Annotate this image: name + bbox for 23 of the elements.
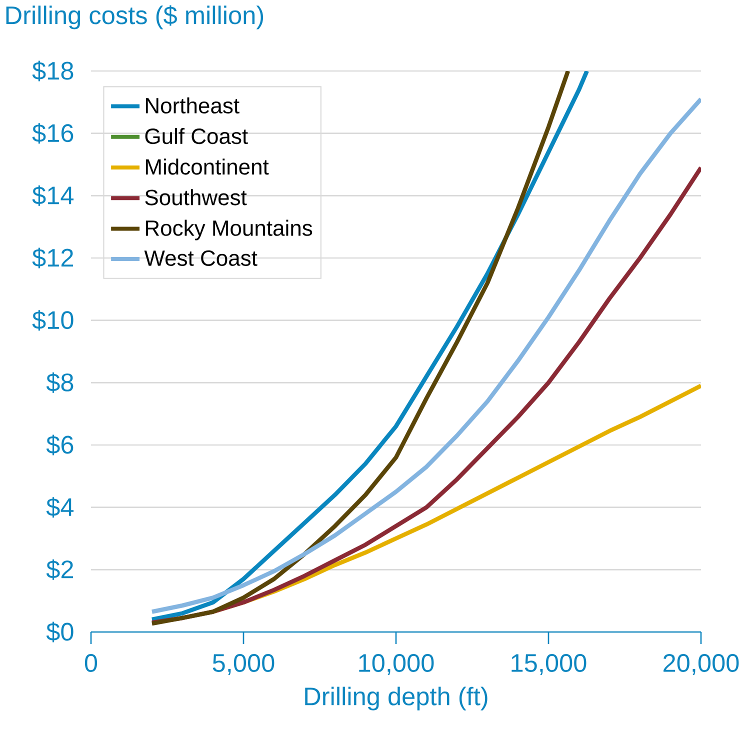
y-tick-label: $8 xyxy=(46,372,74,393)
x-tick-label: 5,000 xyxy=(212,654,274,675)
y-tick-label: $14 xyxy=(32,185,74,206)
legend-label: Northeast xyxy=(146,97,240,114)
y-tick-label: $4 xyxy=(46,497,74,518)
legend-label: Gulf Coast xyxy=(145,128,248,144)
y-tick-label: $10 xyxy=(32,310,74,331)
y-tick-label: $16 xyxy=(32,123,74,144)
y-tick-label: $18 xyxy=(32,60,74,82)
x-tick-label: 0 xyxy=(84,654,98,672)
x-tick-label: 10,000 xyxy=(359,654,434,675)
legend-label: West Coast xyxy=(144,250,258,266)
y-axis-title: Drilling costs ($ million) xyxy=(6,5,264,30)
y-tick-label: $0 xyxy=(46,622,74,642)
y-tick-label: $12 xyxy=(32,248,74,268)
x-tick-label: 20,000 xyxy=(664,654,739,675)
y-tick-label: $6 xyxy=(46,434,74,456)
x-tick-label: 15,000 xyxy=(512,654,586,675)
legend-label: Southwest xyxy=(145,189,247,206)
x-axis-title: Drilling depth (ft) xyxy=(305,686,488,710)
y-tick-label: $2 xyxy=(46,559,74,580)
legend-label: Midcontinent xyxy=(146,158,269,175)
legend-label: Rocky Mountains xyxy=(146,220,312,240)
